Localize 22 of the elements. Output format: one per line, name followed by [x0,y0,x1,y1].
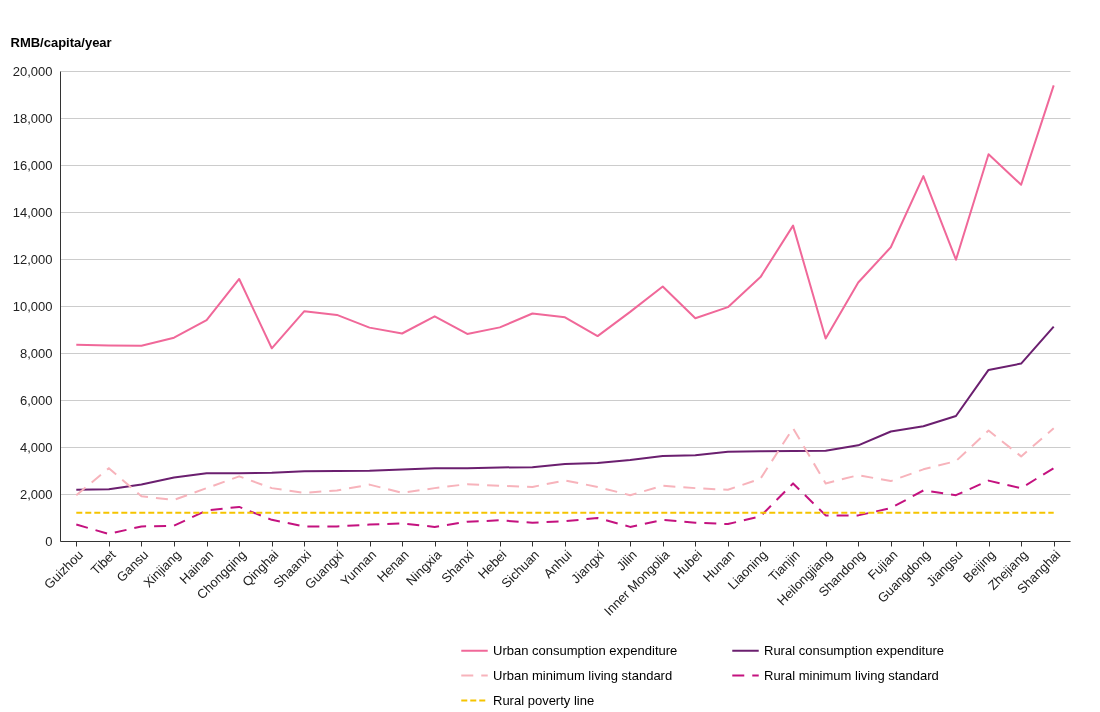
y-tick-label: 4,000 [19,439,53,455]
y-tick-label: 18,000 [12,110,53,126]
y-tick-label: 14,000 [12,204,53,220]
y-tick-label: 12,000 [12,251,53,267]
line-series [75,467,1055,535]
line-series [75,325,1055,491]
y-tick-label: 16,000 [12,157,53,173]
y-tick-label: 6,000 [19,392,53,408]
line-series [75,84,1055,350]
line-series [75,427,1055,501]
y-tick-label: 20,000 [12,63,53,79]
legend-label: Urban consumption expenditure [493,642,678,658]
y-tick-label: 8,000 [19,345,53,361]
y-tick-label: 10,000 [12,298,53,314]
y-axis-title: RMB/capita/year [10,34,112,50]
y-tick-label: 2,000 [19,486,53,502]
legend-label: Rural consumption expenditure [764,642,944,658]
y-tick-label: 0 [45,533,53,549]
legend-label: Urban minimum living standard [493,667,673,683]
legend-label: Rural poverty line [493,692,595,708]
legend-label: Rural minimum living standard [764,667,939,683]
x-tick-label: Tibet [87,546,119,578]
